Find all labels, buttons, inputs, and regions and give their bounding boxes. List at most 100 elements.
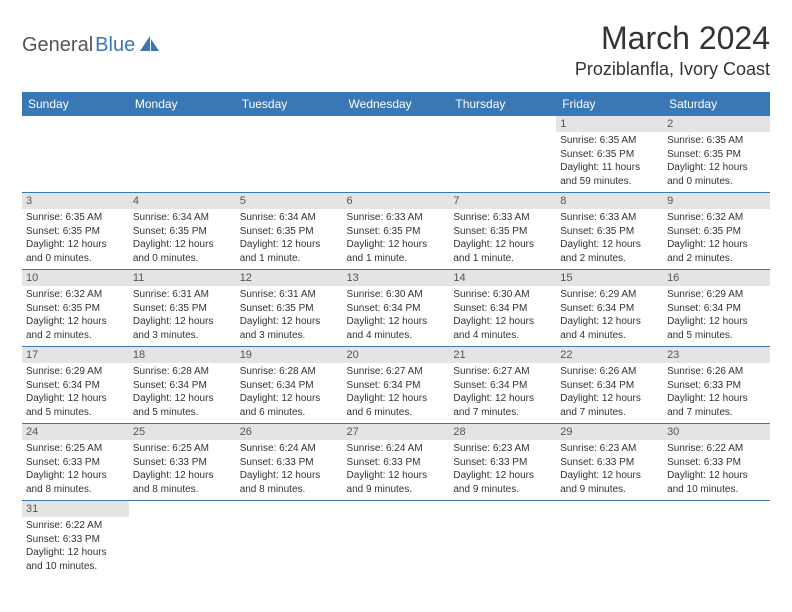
day-info: Sunrise: 6:31 AMSunset: 6:35 PMDaylight:… [236, 286, 343, 346]
day-info [449, 517, 556, 569]
sunset-text: Sunset: 6:33 PM [667, 379, 766, 393]
sunrise-text: Sunrise: 6:22 AM [26, 519, 125, 533]
sunset-text: Sunset: 6:35 PM [667, 148, 766, 162]
sunset-text: Sunset: 6:34 PM [667, 302, 766, 316]
daylight-text-2: and 5 minutes. [26, 406, 125, 420]
day-cell: 8Sunrise: 6:33 AMSunset: 6:35 PMDaylight… [556, 193, 663, 270]
daylight-text-1: Daylight: 12 hours [667, 161, 766, 175]
day-cell [129, 116, 236, 193]
day-cell: 16Sunrise: 6:29 AMSunset: 6:34 PMDayligh… [663, 270, 770, 347]
day-cell: 24Sunrise: 6:25 AMSunset: 6:33 PMDayligh… [22, 424, 129, 501]
sunrise-text: Sunrise: 6:30 AM [453, 288, 552, 302]
day-header-wed: Wednesday [343, 92, 450, 116]
day-cell: 21Sunrise: 6:27 AMSunset: 6:34 PMDayligh… [449, 347, 556, 424]
day-number: 16 [663, 270, 770, 286]
sunrise-text: Sunrise: 6:25 AM [133, 442, 232, 456]
location-subtitle: Proziblanfla, Ivory Coast [575, 59, 770, 80]
sunset-text: Sunset: 6:34 PM [453, 302, 552, 316]
day-number: 6 [343, 193, 450, 209]
day-number: 7 [449, 193, 556, 209]
daylight-text-1: Daylight: 12 hours [133, 238, 232, 252]
day-cell [449, 116, 556, 193]
daylight-text-1: Daylight: 12 hours [347, 392, 446, 406]
daylight-text-1: Daylight: 12 hours [453, 392, 552, 406]
day-number: 1 [556, 116, 663, 132]
sunset-text: Sunset: 6:34 PM [133, 379, 232, 393]
sunset-text: Sunset: 6:34 PM [347, 302, 446, 316]
sunset-text: Sunset: 6:34 PM [560, 302, 659, 316]
title-block: March 2024 Proziblanfla, Ivory Coast [575, 20, 770, 80]
sunset-text: Sunset: 6:35 PM [667, 225, 766, 239]
day-info: Sunrise: 6:32 AMSunset: 6:35 PMDaylight:… [663, 209, 770, 269]
month-title: March 2024 [575, 20, 770, 57]
day-cell: 23Sunrise: 6:26 AMSunset: 6:33 PMDayligh… [663, 347, 770, 424]
sunrise-text: Sunrise: 6:33 AM [560, 211, 659, 225]
day-cell [556, 501, 663, 578]
sunset-text: Sunset: 6:33 PM [347, 456, 446, 470]
day-cell: 6Sunrise: 6:33 AMSunset: 6:35 PMDaylight… [343, 193, 450, 270]
day-info: Sunrise: 6:33 AMSunset: 6:35 PMDaylight:… [343, 209, 450, 269]
sunset-text: Sunset: 6:35 PM [560, 225, 659, 239]
daylight-text-1: Daylight: 12 hours [560, 469, 659, 483]
sunrise-text: Sunrise: 6:35 AM [26, 211, 125, 225]
day-info [236, 517, 343, 569]
day-cell: 3Sunrise: 6:35 AMSunset: 6:35 PMDaylight… [22, 193, 129, 270]
day-cell [663, 501, 770, 578]
daylight-text-2: and 3 minutes. [133, 329, 232, 343]
daylight-text-1: Daylight: 12 hours [667, 469, 766, 483]
day-number: 10 [22, 270, 129, 286]
week-row: 31Sunrise: 6:22 AMSunset: 6:33 PMDayligh… [22, 501, 770, 578]
daylight-text-2: and 4 minutes. [347, 329, 446, 343]
sunrise-text: Sunrise: 6:35 AM [560, 134, 659, 148]
daylight-text-1: Daylight: 12 hours [560, 315, 659, 329]
day-number [343, 116, 450, 132]
day-number: 18 [129, 347, 236, 363]
day-number: 5 [236, 193, 343, 209]
week-row: 1 Sunrise: 6:35 AM Sunset: 6:35 PMDaylight… [22, 116, 770, 193]
day-number: 9 [663, 193, 770, 209]
calendar-body: 1Sunrise: 6:35 AMSunset: 6:35 PMDaylight… [22, 116, 770, 577]
sunset-text: Sunset: 6:33 PM [133, 456, 232, 470]
day-cell [343, 116, 450, 193]
day-number [22, 116, 129, 132]
day-info: Sunrise: 6:35 AMSunset: 6:35 PMDaylight:… [22, 209, 129, 269]
daylight-text-2: and 8 minutes. [133, 483, 232, 497]
day-number: 30 [663, 424, 770, 440]
day-info: Sunrise: 6:30 AMSunset: 6:34 PMDaylight:… [449, 286, 556, 346]
logo: General Blue [22, 34, 161, 57]
day-cell: 26Sunrise: 6:24 AMSunset: 6:33 PMDayligh… [236, 424, 343, 501]
day-info: Sunrise: 6:34 AMSunset: 6:35 PMDaylight:… [236, 209, 343, 269]
daylight-text-2: and 2 minutes. [667, 252, 766, 266]
sunrise-text: Sunrise: 6:32 AM [26, 288, 125, 302]
day-info [236, 132, 343, 184]
day-number: 15 [556, 270, 663, 286]
day-info: Sunrise: 6:26 AMSunset: 6:34 PMDaylight:… [556, 363, 663, 423]
day-number: 29 [556, 424, 663, 440]
sunset-text: Sunset: 6:34 PM [240, 379, 339, 393]
sunrise-text: Sunrise: 6:27 AM [347, 365, 446, 379]
sunrise-text: Sunrise: 6:33 AM [347, 211, 446, 225]
day-info: Sunrise: 6:25 AMSunset: 6:33 PMDaylight:… [22, 440, 129, 500]
day-cell: 31Sunrise: 6:22 AMSunset: 6:33 PMDayligh… [22, 501, 129, 578]
sunset-text: Sunset: 6:33 PM [560, 456, 659, 470]
daylight-text-2: and 10 minutes. [26, 560, 125, 574]
daylight-text-2: and 6 minutes. [347, 406, 446, 420]
day-cell: 18Sunrise: 6:28 AMSunset: 6:34 PMDayligh… [129, 347, 236, 424]
day-number: 27 [343, 424, 450, 440]
day-number: 23 [663, 347, 770, 363]
day-header-tue: Tuesday [236, 92, 343, 116]
day-cell: 7Sunrise: 6:33 AMSunset: 6:35 PMDaylight… [449, 193, 556, 270]
sunrise-text: Sunrise: 6:22 AM [667, 442, 766, 456]
day-cell: 30Sunrise: 6:22 AMSunset: 6:33 PMDayligh… [663, 424, 770, 501]
sunrise-text: Sunrise: 6:30 AM [347, 288, 446, 302]
daylight-text-2: and 5 minutes. [667, 329, 766, 343]
daylight-text-2: and 3 minutes. [240, 329, 339, 343]
day-info: Sunrise: 6:34 AMSunset: 6:35 PMDaylight:… [129, 209, 236, 269]
sunrise-text: Sunrise: 6:24 AM [347, 442, 446, 456]
day-number: 20 [343, 347, 450, 363]
day-number [129, 501, 236, 517]
daylight-text-1: Daylight: 12 hours [560, 238, 659, 252]
day-number: 14 [449, 270, 556, 286]
day-number [449, 501, 556, 517]
day-info: Sunrise: 6:22 AMSunset: 6:33 PMDaylight:… [22, 517, 129, 577]
